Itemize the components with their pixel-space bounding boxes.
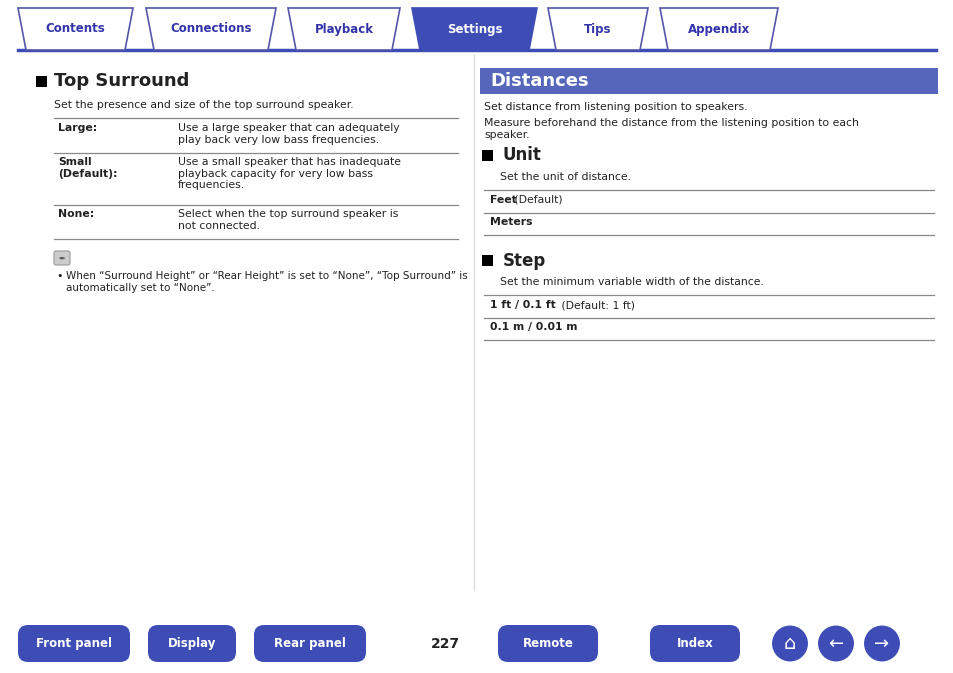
Polygon shape [547, 8, 647, 50]
Text: Set the presence and size of the top surround speaker.: Set the presence and size of the top sur… [54, 100, 354, 110]
Text: Large:: Large: [58, 123, 97, 133]
Text: When “Surround Height” or “Rear Height” is set to “None”, “Top Surround” is
auto: When “Surround Height” or “Rear Height” … [66, 271, 467, 293]
Text: Use a small speaker that has inadequate
playback capacity for very low bass
freq: Use a small speaker that has inadequate … [178, 157, 400, 190]
Text: Index: Index [676, 637, 713, 650]
FancyBboxPatch shape [54, 251, 70, 265]
Text: Tips: Tips [583, 22, 611, 36]
Polygon shape [412, 8, 537, 50]
Bar [481, 255, 493, 266]
FancyBboxPatch shape [649, 625, 740, 662]
Polygon shape [288, 8, 399, 50]
Text: 227: 227 [430, 637, 459, 651]
Text: Meters: Meters [490, 217, 532, 227]
Polygon shape [659, 8, 778, 50]
Polygon shape [146, 8, 275, 50]
Polygon shape [18, 8, 132, 50]
Bar [36, 76, 47, 87]
Text: Settings: Settings [446, 22, 501, 36]
Text: 0.1 m / 0.01 m: 0.1 m / 0.01 m [490, 322, 577, 332]
Text: Small
(Default):: Small (Default): [58, 157, 117, 178]
Text: ←: ← [827, 635, 842, 653]
Text: Connections: Connections [170, 22, 252, 36]
Circle shape [816, 625, 854, 662]
Text: •: • [56, 271, 63, 281]
Text: Set the minimum variable width of the distance.: Set the minimum variable width of the di… [499, 277, 763, 287]
Circle shape [862, 625, 900, 662]
Text: Top Surround: Top Surround [54, 73, 190, 90]
Text: Step: Step [502, 252, 546, 269]
Text: Display: Display [168, 637, 216, 650]
Text: Rear panel: Rear panel [274, 637, 346, 650]
Text: 1 ft / 0.1 ft: 1 ft / 0.1 ft [490, 300, 556, 310]
Text: Select when the top surround speaker is
not connected.: Select when the top surround speaker is … [178, 209, 398, 231]
Bar [481, 150, 493, 161]
FancyBboxPatch shape [497, 625, 598, 662]
Text: Front panel: Front panel [36, 637, 112, 650]
FancyBboxPatch shape [148, 625, 235, 662]
Text: ⌂: ⌂ [783, 634, 796, 653]
Text: Remote: Remote [522, 637, 573, 650]
Text: →: → [874, 635, 888, 653]
FancyBboxPatch shape [253, 625, 366, 662]
Text: Contents: Contents [46, 22, 105, 36]
Bar [479, 68, 937, 94]
Text: None:: None: [58, 209, 94, 219]
Text: Use a large speaker that can adequately
play back very low bass frequencies.: Use a large speaker that can adequately … [178, 123, 399, 145]
Text: Set distance from listening position to speakers.: Set distance from listening position to … [483, 102, 747, 112]
Text: Unit: Unit [502, 147, 541, 164]
Text: ✒: ✒ [58, 254, 66, 262]
Text: Distances: Distances [490, 72, 588, 90]
Text: (Default: 1 ft): (Default: 1 ft) [557, 300, 634, 310]
Text: Appendix: Appendix [687, 22, 749, 36]
Text: Measure beforehand the distance from the listening position to each
speaker.: Measure beforehand the distance from the… [483, 118, 858, 139]
Text: Playback: Playback [314, 22, 374, 36]
FancyBboxPatch shape [18, 625, 130, 662]
Text: Set the unit of distance.: Set the unit of distance. [499, 172, 630, 182]
Text: Feet: Feet [490, 195, 517, 205]
Text: (Default): (Default) [510, 195, 562, 205]
Circle shape [770, 625, 808, 662]
